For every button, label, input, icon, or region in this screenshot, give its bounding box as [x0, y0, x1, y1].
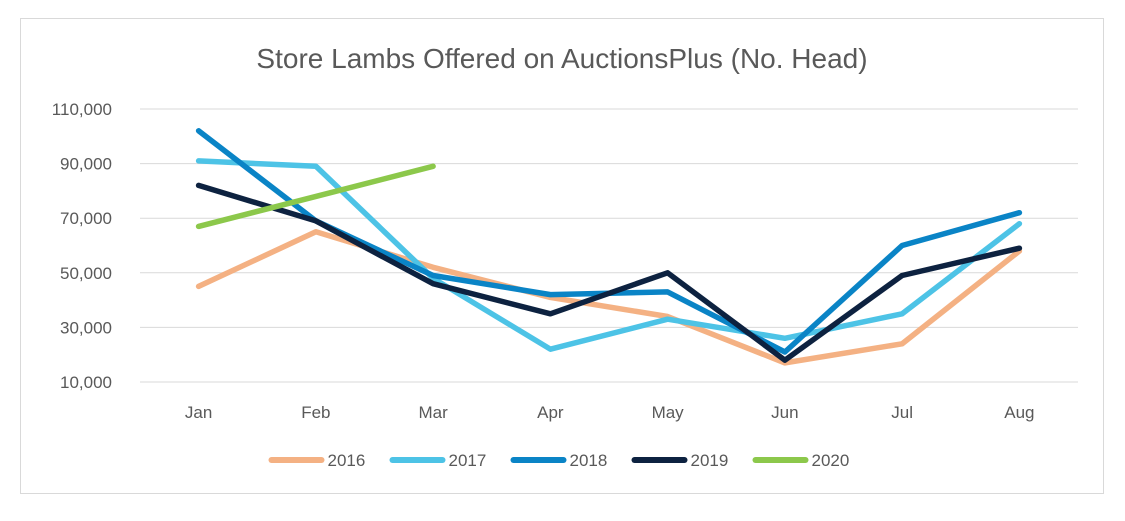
x-tick-label: Feb	[301, 403, 330, 422]
x-tick-label: Jan	[185, 403, 212, 422]
y-axis-ticks: 10,000 30,000 50,000 70,000 90,000 110,000	[52, 100, 112, 392]
y-tick-label: 110,000	[52, 100, 112, 119]
x-tick-label: Jun	[771, 403, 798, 422]
legend-label: 2017	[449, 451, 487, 470]
legend-label: 2018	[570, 451, 608, 470]
legend-label: 2019	[691, 451, 729, 470]
y-tick-label: 70,000	[60, 209, 112, 228]
chart-frame	[20, 18, 1104, 494]
series-lines	[195, 128, 1023, 366]
x-axis-ticks: Jan Feb Mar Apr May Jun Jul Aug	[185, 403, 1035, 422]
y-tick-label: 30,000	[60, 318, 112, 337]
y-tick-label: 90,000	[60, 155, 112, 174]
series-line-2019	[195, 182, 1023, 363]
legend: 2016 2017 2018 2019 2020	[268, 451, 850, 470]
chart-title: Store Lambs Offered on AuctionsPlus (No.…	[256, 43, 867, 74]
y-tick-label: 50,000	[60, 264, 112, 283]
x-tick-label: Mar	[418, 403, 448, 422]
x-tick-label: Apr	[537, 403, 564, 422]
y-tick-label: 10,000	[60, 373, 112, 392]
x-tick-label: Aug	[1004, 403, 1034, 422]
legend-label: 2020	[812, 451, 850, 470]
series-line-2016	[195, 229, 1023, 366]
x-tick-label: Jul	[891, 403, 913, 422]
x-tick-label: May	[652, 403, 685, 422]
legend-label: 2016	[328, 451, 366, 470]
series-line-2017	[195, 158, 1023, 352]
